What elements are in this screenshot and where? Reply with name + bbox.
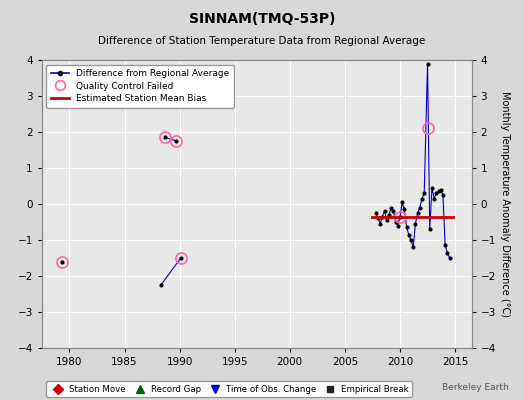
Text: Difference of Station Temperature Data from Regional Average: Difference of Station Temperature Data f…: [99, 36, 425, 46]
Text: Berkeley Earth: Berkeley Earth: [442, 383, 508, 392]
Y-axis label: Monthly Temperature Anomaly Difference (°C): Monthly Temperature Anomaly Difference (…: [500, 91, 510, 317]
Legend: Station Move, Record Gap, Time of Obs. Change, Empirical Break: Station Move, Record Gap, Time of Obs. C…: [46, 381, 412, 397]
Text: SINNAM(TMQ-53P): SINNAM(TMQ-53P): [189, 12, 335, 26]
